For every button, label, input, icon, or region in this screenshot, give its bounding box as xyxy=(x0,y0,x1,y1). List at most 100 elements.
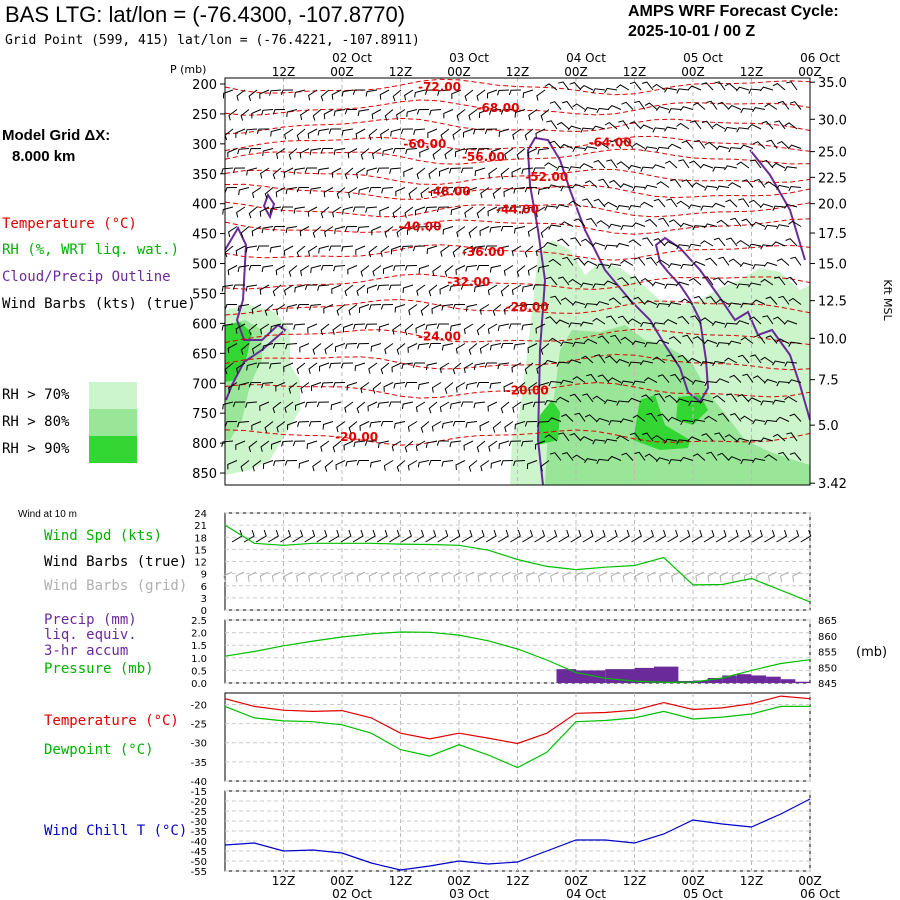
wind-barb xyxy=(730,217,742,227)
time-label-top: 00Z xyxy=(447,65,471,79)
surface-wind-barb-grid xyxy=(223,571,233,583)
surface-wind-barb-grid xyxy=(356,571,366,583)
wind-barb xyxy=(394,304,406,313)
wind-barb xyxy=(654,393,666,403)
surface-wind-barb-grid xyxy=(296,571,305,583)
height-tick-label: 3.42 xyxy=(818,477,847,492)
wind-barb xyxy=(280,323,294,329)
wind-barb xyxy=(425,362,438,371)
wind-barb xyxy=(428,284,438,297)
surface-wind-barb-true xyxy=(243,529,255,543)
wind-barb xyxy=(396,226,406,238)
surface-wind-barb-grid xyxy=(441,571,451,583)
wind-barb xyxy=(644,342,658,348)
wind-barb xyxy=(657,413,670,422)
wind-barb xyxy=(692,182,706,188)
precip-bar xyxy=(576,670,606,683)
wind-tick-label: 3 xyxy=(201,594,207,605)
wind-barb xyxy=(772,82,786,91)
rh-legend-70-swatch xyxy=(89,382,137,409)
wind-barb xyxy=(736,127,750,133)
wind-barb xyxy=(286,109,298,118)
wind-barb xyxy=(464,89,474,102)
surface-wind-barb-true xyxy=(606,529,618,543)
wind-barb xyxy=(700,317,714,325)
wind-barb xyxy=(711,202,726,208)
wind-barb xyxy=(468,460,478,472)
wind-barb xyxy=(630,276,642,286)
wind-barb xyxy=(772,205,786,211)
wind-barb xyxy=(615,242,630,248)
surface-wind-barb-true xyxy=(764,529,776,543)
pressure-tick-label: 250 xyxy=(192,108,217,123)
wind-barb xyxy=(489,226,502,233)
wind-barb xyxy=(641,432,654,442)
wind-barb xyxy=(221,440,234,447)
date-label-bottom: 06 Oct xyxy=(800,887,840,900)
surface-wind-barb-grid xyxy=(755,571,765,583)
surface-wind-barb-grid xyxy=(792,571,801,583)
surface-wind-barb-true xyxy=(534,529,546,543)
wind-barb xyxy=(465,421,478,428)
wind-barb xyxy=(490,148,502,157)
wind-barb xyxy=(377,440,390,449)
rh-90-region-b xyxy=(633,395,690,450)
wind-barb xyxy=(723,280,738,286)
wind-barb xyxy=(752,107,766,113)
wind-barb xyxy=(652,322,666,328)
wind-barb xyxy=(287,421,298,430)
wind-barb xyxy=(583,260,598,266)
wind-barb xyxy=(256,362,270,368)
wind-barb xyxy=(713,277,726,286)
wind-barb xyxy=(308,245,318,257)
wind-barb xyxy=(619,418,634,424)
wind-barb xyxy=(331,89,342,100)
wind-barb xyxy=(455,382,466,393)
wind-barb xyxy=(752,419,766,425)
wind-barb xyxy=(736,161,750,169)
isotherm-line xyxy=(224,298,811,316)
wind-barb xyxy=(441,460,454,467)
wind-barb xyxy=(428,226,442,232)
pressure-tick-label: 850 xyxy=(192,467,217,482)
surface-wind-barb-grid xyxy=(259,571,269,583)
wind-barb xyxy=(549,452,562,461)
wind-barb xyxy=(729,374,742,383)
isotherm-line xyxy=(224,168,811,185)
surface-wind-barb-grid xyxy=(707,571,717,583)
wind-barb xyxy=(740,336,754,344)
isotherm-line xyxy=(224,218,811,235)
wind-barb xyxy=(693,295,706,305)
wind-barb xyxy=(364,440,377,446)
wind-barb xyxy=(269,206,282,214)
wind-barb xyxy=(544,83,558,91)
wind-barb xyxy=(549,140,562,149)
wind-barb xyxy=(307,323,318,333)
wind-barb xyxy=(379,206,390,216)
wind-barb xyxy=(344,167,354,180)
wind-barb xyxy=(642,237,654,247)
wind-barb xyxy=(763,378,778,384)
wind-barb xyxy=(724,126,738,132)
wind-barb xyxy=(656,457,670,463)
wind-barb xyxy=(538,382,550,391)
dewpoint-label: Dewpoint (°C) xyxy=(44,742,154,758)
wind-barb xyxy=(404,265,418,271)
wind-barb xyxy=(503,265,514,276)
wind-barb xyxy=(521,323,534,331)
wind-barb xyxy=(522,89,534,99)
wind-barb xyxy=(570,237,582,247)
surface-wind-barb-true xyxy=(618,529,630,543)
wind-barb xyxy=(416,167,426,180)
surface-wind-barb-grid xyxy=(610,571,620,583)
wind-barb xyxy=(511,362,522,373)
wind-barb xyxy=(424,89,438,95)
wind-barb xyxy=(548,337,562,344)
pressure-tick-label: 845 xyxy=(818,679,837,690)
wind-barb xyxy=(680,263,694,270)
wind-barb xyxy=(235,440,246,450)
wind-barb xyxy=(560,297,574,305)
wind-barb xyxy=(547,184,562,190)
surface-wind-barb-true xyxy=(667,529,679,543)
